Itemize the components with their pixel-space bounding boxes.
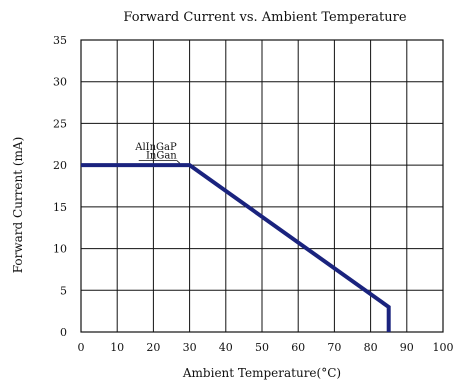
- y-tick-label: 30: [53, 76, 67, 89]
- x-tick-label: 60: [291, 341, 305, 354]
- y-axis-ticks: 0 5 10 15 20 25 30 35: [53, 34, 67, 339]
- series-line: [81, 163, 391, 332]
- y-tick-label: 10: [53, 243, 67, 256]
- chart-title: Forward Current vs. Ambient Temperature: [123, 10, 406, 25]
- x-axis-ticks: 0 10 20 30 40 50 60 70 80 90 100: [78, 341, 454, 354]
- y-tick-label: 20: [53, 159, 67, 172]
- x-tick-label: 0: [78, 341, 85, 354]
- x-tick-label: 70: [327, 341, 341, 354]
- y-tick-label: 25: [53, 117, 67, 130]
- annotation-leader: [176, 160, 181, 164]
- y-tick-label: 0: [60, 326, 67, 339]
- y-tick-label: 15: [53, 201, 67, 214]
- x-tick-label: 50: [255, 341, 269, 354]
- y-tick-label: 35: [53, 34, 67, 47]
- y-tick-label: 5: [60, 284, 67, 297]
- y-axis-label: Forward Current (mA): [11, 137, 25, 274]
- annotation-label: AlInGaP: [134, 142, 177, 153]
- x-tick-label: 100: [433, 341, 454, 354]
- data-series: [80, 163, 391, 333]
- plot-frame: [80, 39, 444, 333]
- x-tick-label: 90: [400, 341, 414, 354]
- annotation-label: InGan: [146, 150, 177, 161]
- x-axis-label: Ambient Temperature(°C): [182, 366, 341, 380]
- plot-border: [80, 39, 444, 333]
- x-tick-label: 20: [146, 341, 160, 354]
- grid: [81, 40, 443, 332]
- x-tick-label: 80: [364, 341, 378, 354]
- x-tick-label: 40: [219, 341, 233, 354]
- x-tick-label: 10: [110, 341, 124, 354]
- x-tick-label: 30: [183, 341, 197, 354]
